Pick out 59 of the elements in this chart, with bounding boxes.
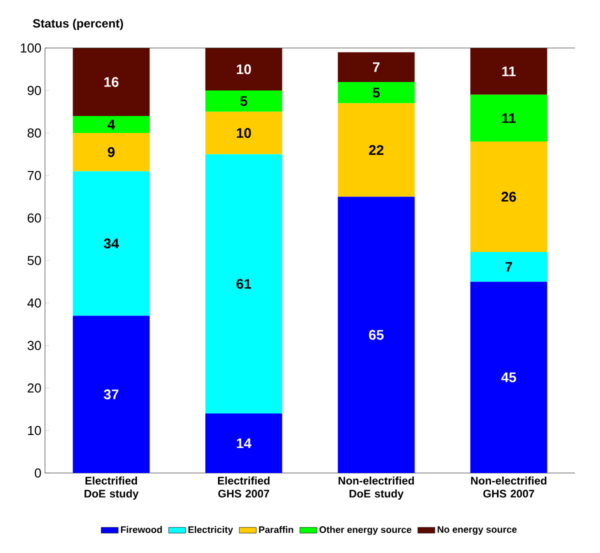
y-tick-label: 90 [28,86,41,96]
bar [470,252,548,282]
bar [470,282,548,473]
bar [338,196,415,473]
bar [205,48,282,90]
bar [338,82,415,104]
bar [205,112,282,154]
legend-label: Paraffin [259,526,294,534]
data-label: 14 [236,438,252,448]
data-label: 7 [505,262,512,272]
data-label: 11 [502,66,516,76]
bar [72,48,150,116]
chart-title: Status (percent) [32,18,124,30]
data-label: 45 [501,372,516,382]
bar [338,52,415,82]
bar [72,116,150,133]
x-tick-label: Electrified DoE study [84,476,139,500]
y-tick-label: 20 [28,383,41,393]
data-label: 9 [108,147,115,158]
bar [205,414,282,473]
y-tick-label: 60 [28,213,41,223]
data-label: 10 [236,64,251,74]
data-label: 65 [369,330,384,340]
y-tick-label: 70 [28,170,41,180]
y-tick-label: 30 [28,340,41,350]
y-tick-label: 0 [34,468,41,478]
bar [338,103,415,197]
data-label: 5 [372,88,380,98]
bar [205,154,282,414]
data-label: 61 [236,278,252,289]
legend-label: Electricity [188,526,234,535]
y-tick-label: 80 [28,128,41,138]
data-label: 7 [372,62,380,72]
y-tick-label: 40 [27,298,41,308]
data-label: 4 [108,120,116,130]
y-tick-label: 50 [28,256,41,266]
data-label: 34 [104,238,119,248]
bar [72,132,150,172]
legend-label: Firewood [121,526,162,534]
data-label: 37 [104,389,118,400]
data-label: 10 [236,128,251,138]
data-label: 5 [240,96,248,106]
data-label: 22 [368,145,384,155]
y-tick-label: 10 [28,426,41,436]
bar [205,90,282,112]
bar [470,48,548,95]
data-label: 26 [501,192,516,202]
legend-label: No energy source [438,526,517,535]
x-tick-label: Non-electrified GHS 2007 [471,476,546,498]
y-tick-label: 100 [20,43,41,53]
data-label: 16 [104,77,118,87]
bar [470,141,548,252]
data-label: 11 [502,113,516,123]
x-tick-label: Electrified GHS 2007 [218,476,270,498]
legend-label: Other energy source [319,526,412,535]
bar [470,94,548,142]
bar [72,171,150,316]
bar [72,316,150,473]
x-tick-label: Non-electrified DoE study [338,476,414,500]
